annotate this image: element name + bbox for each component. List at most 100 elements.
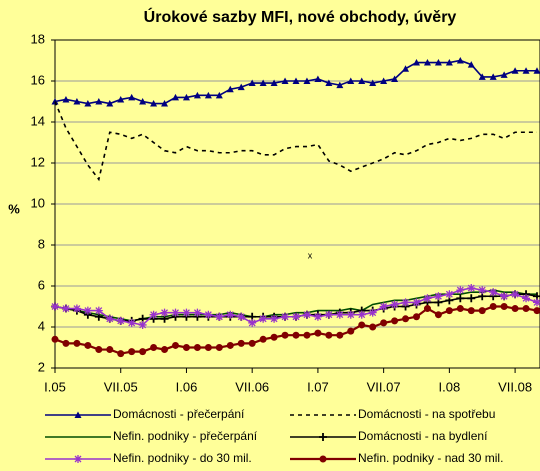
marker	[336, 81, 344, 89]
marker	[489, 73, 497, 80]
marker	[423, 294, 432, 303]
y-tick-label: 2	[38, 359, 45, 374]
legend-label: Domácnosti - na spotřebu	[358, 407, 495, 421]
y-axis-label: %	[8, 201, 20, 216]
marker	[292, 77, 300, 84]
marker	[161, 346, 169, 354]
marker	[358, 321, 366, 329]
chart-title: Úrokové sazby MFI, nové obchody, úvěry	[144, 7, 457, 26]
marker	[467, 61, 475, 68]
y-tick-label: 8	[38, 236, 45, 251]
marker	[346, 310, 355, 319]
marker	[335, 310, 344, 319]
marker	[423, 59, 431, 66]
marker	[368, 308, 377, 317]
y-tick-label: 6	[38, 277, 45, 292]
legend-label: Domácnosti - na bydlení	[358, 429, 488, 443]
marker	[325, 79, 333, 87]
x-tick-label: VII.06	[235, 379, 269, 394]
marker	[358, 77, 366, 84]
marker	[489, 303, 497, 310]
marker	[248, 79, 256, 87]
marker	[456, 305, 464, 313]
legend-label: Domácnosti - přečerpání	[113, 407, 245, 421]
marker	[413, 313, 420, 321]
marker	[292, 331, 300, 339]
marker	[62, 95, 70, 103]
marker	[226, 341, 234, 349]
marker	[402, 65, 410, 72]
marker	[226, 310, 235, 319]
marker	[281, 77, 289, 84]
marker	[204, 344, 212, 351]
marker	[336, 331, 344, 339]
marker	[74, 455, 82, 463]
marker	[161, 100, 169, 107]
marker	[105, 314, 114, 323]
x-tick-label: I.06	[176, 379, 198, 394]
marker	[390, 300, 399, 309]
marker	[511, 290, 520, 299]
marker	[193, 91, 201, 99]
marker	[83, 306, 92, 315]
marker	[467, 294, 476, 303]
marker	[215, 344, 223, 351]
marker	[73, 339, 81, 347]
marker	[61, 304, 70, 313]
y-tick-label: 4	[38, 318, 45, 333]
marker	[84, 100, 92, 107]
marker	[51, 335, 59, 343]
marker	[204, 310, 213, 319]
marker	[182, 308, 191, 317]
marker	[182, 344, 190, 351]
marker	[94, 306, 103, 315]
marker	[281, 331, 289, 339]
marker	[138, 320, 147, 329]
marker	[357, 310, 366, 319]
marker	[456, 286, 465, 295]
marker	[303, 77, 311, 84]
marker	[413, 59, 420, 66]
marker	[172, 341, 179, 349]
marker	[215, 312, 224, 321]
marker	[456, 294, 465, 303]
marker	[347, 327, 355, 335]
marker	[303, 331, 311, 339]
marker	[270, 314, 279, 323]
marker	[62, 339, 70, 347]
marker	[489, 288, 498, 297]
y-tick-label: 14	[31, 113, 45, 128]
marker	[248, 339, 256, 347]
x-tick-label: I.07	[307, 379, 329, 394]
marker	[259, 314, 268, 323]
marker	[106, 346, 114, 354]
marker	[391, 317, 399, 325]
marker	[467, 284, 476, 293]
marker	[302, 310, 311, 319]
marker	[369, 323, 377, 331]
marker	[522, 305, 530, 313]
marker	[511, 67, 519, 74]
marker	[160, 308, 169, 317]
marker	[237, 312, 246, 321]
marker	[522, 294, 531, 303]
marker	[319, 455, 327, 463]
marker	[149, 310, 158, 319]
y-tick-label: 12	[31, 154, 45, 169]
marker	[139, 98, 147, 105]
marker	[522, 67, 530, 74]
marker	[193, 308, 202, 317]
marker	[182, 93, 190, 101]
marker	[116, 316, 125, 325]
marker	[128, 348, 136, 356]
marker	[380, 77, 388, 84]
marker	[51, 302, 59, 311]
marker	[127, 318, 136, 327]
marker	[445, 59, 453, 66]
marker	[292, 312, 300, 321]
marker	[74, 411, 82, 418]
marker	[500, 71, 508, 78]
plot-frame	[54, 39, 540, 369]
marker	[106, 100, 114, 107]
